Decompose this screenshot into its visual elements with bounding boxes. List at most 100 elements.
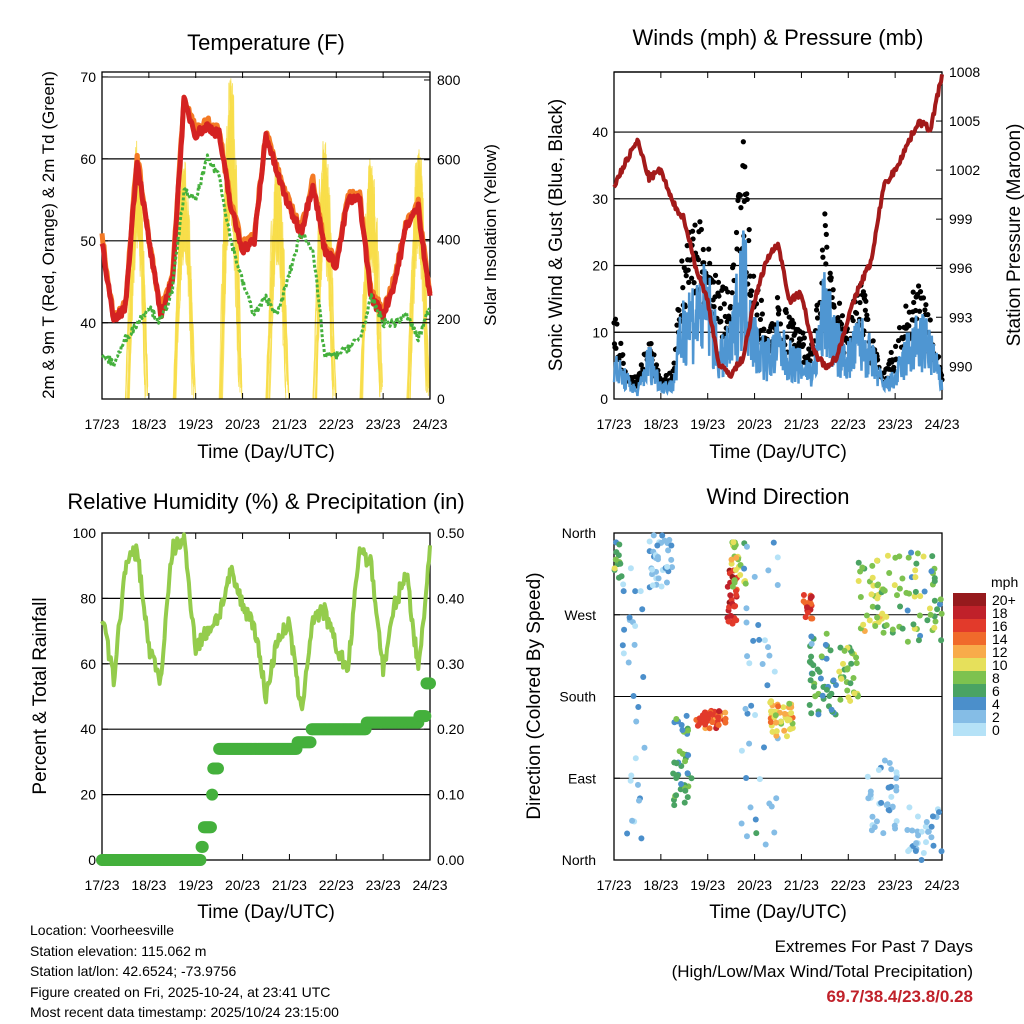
y-right-tick-label: 0.00: [437, 852, 464, 868]
gust-point: [784, 334, 790, 340]
wind-direction-point: [630, 692, 637, 699]
wind-direction-point: [627, 565, 634, 572]
wind-direction-point: [752, 816, 759, 823]
wind-direction-point: [773, 732, 780, 739]
wind-direction-point: [756, 776, 763, 783]
wind-direction-point: [756, 636, 763, 643]
wind-direction-point: [860, 621, 867, 628]
y-right-tick-label: 0.10: [437, 787, 464, 803]
wind-direction-point: [683, 712, 690, 719]
y-tick-label: North: [562, 852, 596, 868]
wind-direction-point: [804, 604, 811, 611]
wind-direction-point: [823, 655, 830, 662]
wind-direction-point: [886, 570, 893, 577]
wind-direction-xlabel: Time (Day/UTC): [709, 902, 847, 923]
wind-direction-point: [775, 703, 782, 710]
y-right-tick-label: 1005: [949, 113, 980, 129]
wind-direction-point: [659, 532, 666, 539]
winds-ylabel: Sonic Wind & Gust (Blue, Black): [546, 99, 567, 371]
gust-point: [697, 219, 703, 225]
x-tick-label: 24/23: [412, 416, 447, 432]
gust-point: [870, 338, 876, 344]
y-right-tick-label: 999: [949, 211, 973, 227]
wind-direction-point: [840, 660, 847, 667]
wind-direction-point: [818, 653, 825, 660]
wind-direction-point: [869, 562, 876, 569]
wind-direction-point: [822, 641, 829, 648]
solar-insolation-line: [173, 173, 196, 400]
wind-direction-point: [910, 621, 917, 628]
wind-direction-point: [909, 827, 916, 834]
legend-swatch: [953, 658, 986, 671]
y-tick-label: 20: [80, 787, 96, 803]
wind-direction-point: [931, 597, 938, 604]
wind-direction-point: [912, 588, 919, 595]
wind-direction-point: [924, 617, 931, 624]
wind-direction-point: [859, 564, 866, 571]
wind-direction-point: [768, 708, 775, 715]
wind-direction-point: [915, 832, 922, 839]
wind-direction-point: [738, 820, 745, 827]
solar-insolation-line: [220, 82, 240, 400]
wind-direction-point: [615, 552, 622, 559]
y-tick-label: South: [559, 689, 596, 705]
gust-point: [800, 342, 806, 348]
wind-direction-point: [921, 588, 928, 595]
wind-direction-point: [685, 752, 692, 759]
location: Location: Voorheesville: [30, 922, 174, 938]
gust-point: [820, 254, 826, 260]
gust-point: [686, 279, 692, 285]
wind-direction-point: [800, 592, 807, 599]
wind-direction-point: [904, 607, 911, 614]
legend-label: 0: [992, 722, 1000, 738]
wind-direction-point: [761, 637, 768, 644]
wind-direction-point: [786, 726, 793, 733]
wind-direction-point: [936, 809, 943, 816]
gust-point: [614, 321, 620, 327]
wind-direction-point: [874, 582, 881, 589]
gust-point: [830, 287, 836, 293]
y-tick-label: 40: [80, 721, 96, 737]
gust-point: [728, 303, 734, 310]
wind-direction-point: [881, 757, 888, 764]
wind-direction-point: [786, 700, 793, 707]
legend-swatch: [953, 593, 986, 606]
wind-direction-point: [893, 769, 900, 776]
wind-direction-point: [738, 747, 745, 754]
wind-direction-point: [893, 818, 900, 825]
precipitation-point: [419, 710, 432, 723]
wind-direction-point: [620, 588, 627, 595]
wind-direction-point: [632, 622, 639, 629]
solar-insolation-line: [359, 165, 381, 400]
wind-direction-point: [674, 772, 681, 779]
gust-point: [813, 307, 820, 313]
wind-direction-point: [649, 566, 656, 573]
wind-direction-point: [806, 701, 813, 708]
precipitation-point: [424, 677, 436, 690]
gust-point: [712, 272, 719, 278]
wind-direction-point: [883, 613, 890, 620]
gust-point: [689, 228, 696, 234]
wind-direction-point: [873, 818, 880, 825]
wind-direction-point: [892, 825, 899, 832]
gust-point: [695, 257, 702, 263]
gust-point: [835, 314, 841, 321]
wind-direction-point: [682, 787, 689, 794]
wind-direction-point: [673, 715, 680, 722]
gust-point: [831, 304, 837, 310]
gust-point: [777, 321, 784, 327]
gust-point: [671, 360, 677, 366]
legend-swatch: [953, 606, 986, 619]
y-tick-label: 40: [592, 124, 608, 140]
x-tick-label: 17/23: [596, 416, 631, 432]
wind-direction-point: [908, 549, 915, 556]
wind-direction-point: [896, 585, 903, 592]
wind-direction-point: [753, 830, 760, 837]
legend-label: 6: [992, 683, 1000, 699]
legend-swatch: [953, 671, 986, 684]
wind-direction-point: [732, 567, 739, 574]
extremes-values: 69.7/38.4/23.8/0.28: [826, 987, 973, 1006]
wind-direction-point: [627, 777, 634, 784]
wind-direction-point: [922, 823, 929, 830]
y-tick-label: 60: [80, 151, 96, 167]
